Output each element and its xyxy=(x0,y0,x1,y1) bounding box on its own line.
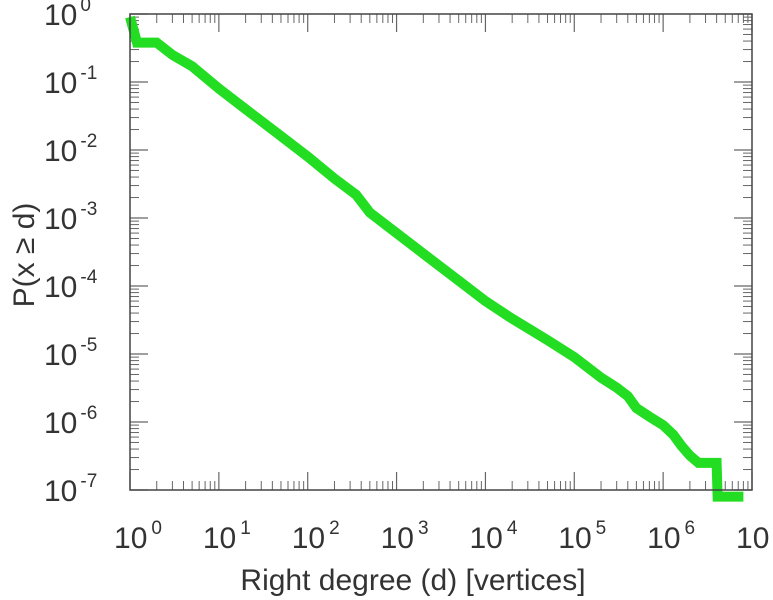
series-layer xyxy=(125,15,744,502)
x-tick-label: 10 4 xyxy=(469,518,517,555)
x-tick-label: 10 6 xyxy=(647,518,695,555)
x-axis-title: Right degree (d) [vertices] xyxy=(240,564,585,597)
y-tick-label: 10 -6 xyxy=(44,403,97,440)
x-tick-label: 10 0 xyxy=(114,518,162,555)
plot-frame xyxy=(129,13,753,491)
y-tick-label: 10 -1 xyxy=(44,63,97,100)
y-tick-label: 10 -2 xyxy=(44,131,97,168)
y-axis-title: P(x ≥ d) xyxy=(8,203,41,308)
y-tick-label: 10 -4 xyxy=(44,267,98,304)
x-tick-label: 10 3 xyxy=(381,518,429,555)
x-tick-label: 10 5 xyxy=(558,518,606,555)
y-tick-label: 10 -7 xyxy=(44,471,97,508)
y-tick-label: 10 -5 xyxy=(44,335,97,372)
y-tick-label: 10 -3 xyxy=(44,199,97,236)
x-tick-label: 10 1 xyxy=(203,518,251,555)
x-tick-label: 107 xyxy=(736,518,773,555)
y-tick-label: 10 0 xyxy=(44,0,91,32)
x-tick-labels: 100 101 102 103 104 105 106 107 xyxy=(114,518,773,555)
series-line-0 xyxy=(125,15,744,502)
x-tick-label: 10 2 xyxy=(292,518,340,555)
